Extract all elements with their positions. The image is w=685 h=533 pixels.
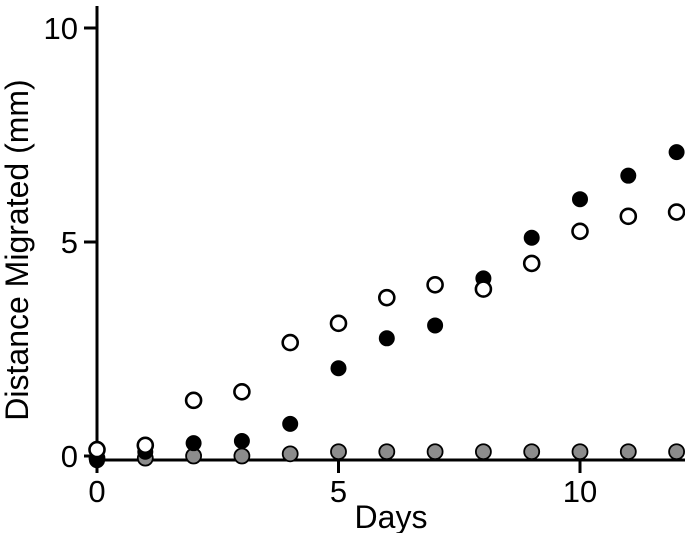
data-point-black-filled-circles [523, 229, 540, 246]
data-point-white-open-circles [619, 207, 638, 226]
data-point-gray-filled-circles [668, 443, 685, 461]
data-point-gray-filled-circles [571, 443, 589, 461]
data-point-white-open-circles [88, 440, 106, 459]
data-point-white-open-circles [426, 275, 444, 294]
data-point-black-filled-circles [185, 435, 202, 452]
data-point-gray-filled-circles [619, 443, 637, 461]
data-point-black-filled-circles [572, 191, 588, 208]
data-point-white-open-circles [233, 382, 251, 401]
data-point-gray-filled-circles [523, 443, 541, 461]
x-tick-label: 0 [88, 474, 105, 509]
data-point-gray-filled-circles [378, 443, 396, 461]
data-point-white-open-circles [184, 391, 203, 410]
data-point-black-filled-circles [233, 433, 250, 450]
y-tick-label: 0 [61, 439, 78, 474]
data-point-black-filled-circles [668, 144, 685, 161]
data-point-white-open-circles [329, 314, 348, 333]
y-tick-label: 5 [61, 225, 78, 260]
x-axis-title: Days [355, 499, 428, 533]
y-axis-title: Distance Migrated (mm) [0, 79, 35, 420]
data-point-white-open-circles [136, 436, 155, 455]
data-point-gray-filled-circles [281, 445, 299, 463]
data-point-gray-filled-circles [233, 447, 251, 465]
x-tick-label: 5 [330, 474, 347, 509]
data-point-gray-filled-circles [426, 443, 444, 461]
x-tick-label: 10 [563, 474, 597, 509]
data-point-gray-filled-circles [474, 443, 492, 461]
data-point-white-open-circles [377, 288, 396, 307]
y-tick-label: 10 [44, 11, 78, 46]
data-point-black-filled-circles [330, 360, 347, 377]
data-point-white-open-circles [667, 203, 685, 221]
data-point-white-open-circles [571, 222, 589, 241]
data-point-white-open-circles [474, 280, 493, 298]
data-point-black-filled-circles [282, 415, 299, 432]
data-point-black-filled-circles [378, 330, 395, 347]
data-point-black-filled-circles [427, 317, 444, 334]
data-point-white-open-circles [522, 254, 541, 273]
data-point-white-open-circles [281, 333, 300, 352]
data-point-black-filled-circles [620, 167, 637, 184]
data-point-gray-filled-circles [330, 443, 347, 461]
